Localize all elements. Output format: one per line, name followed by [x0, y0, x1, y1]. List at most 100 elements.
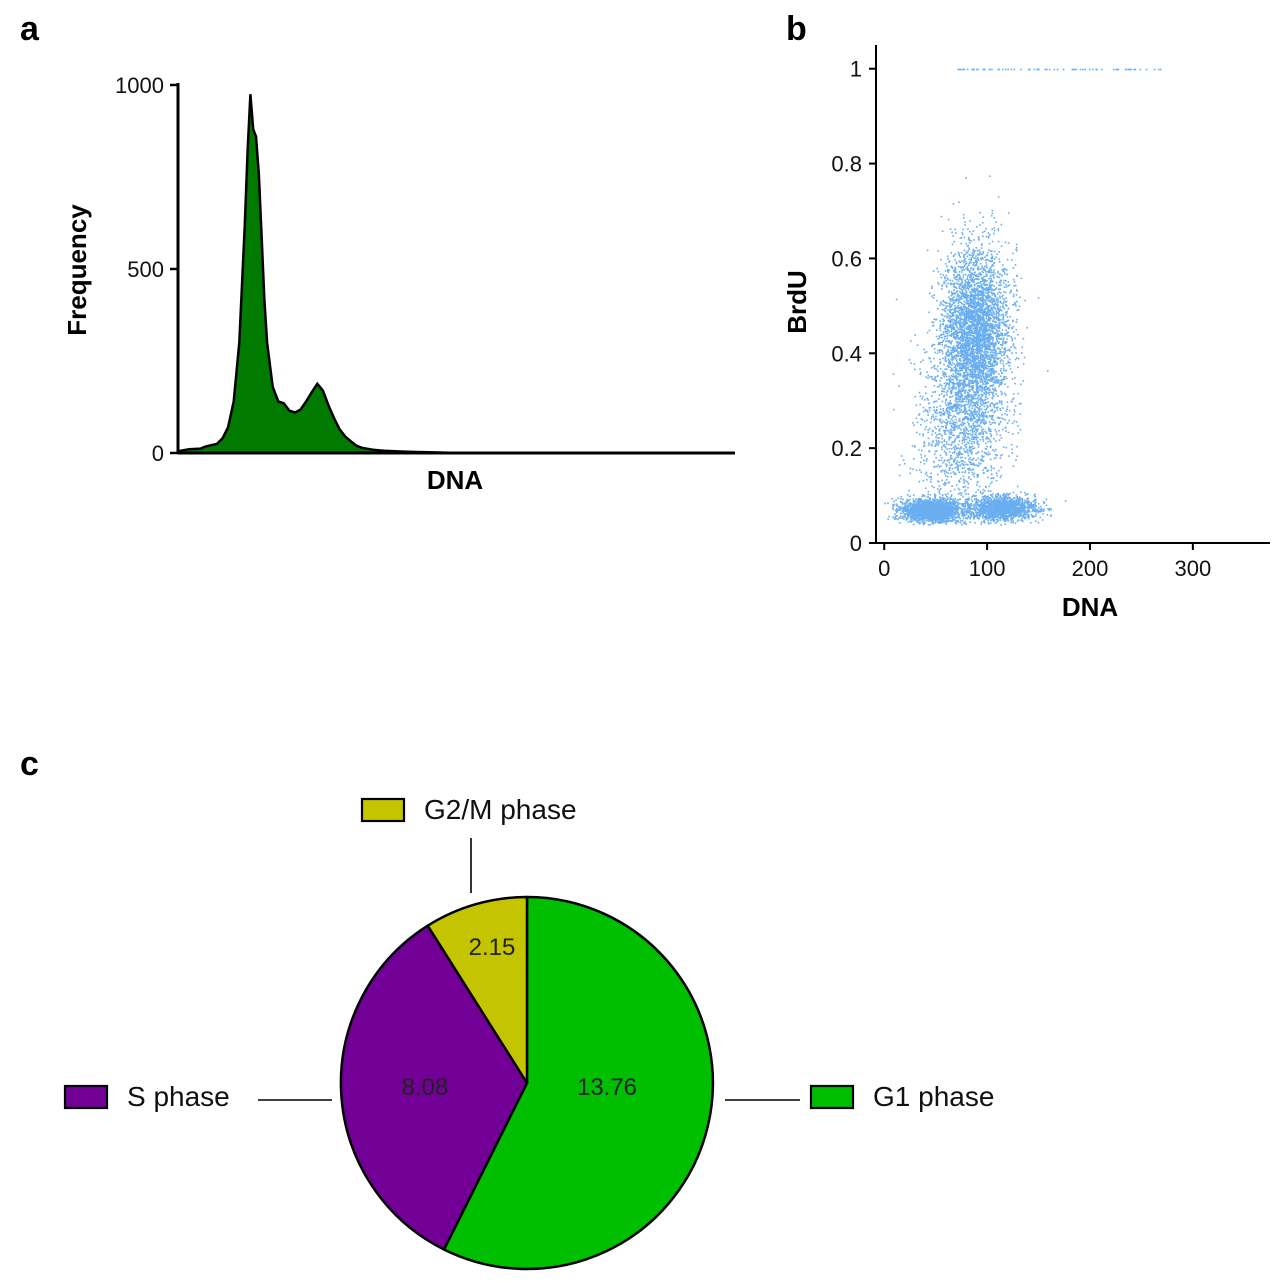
scatter-point [914, 512, 917, 515]
scatter-point [1034, 505, 1037, 507]
scatter-point [929, 516, 931, 518]
scatter-point [1009, 510, 1012, 512]
scatter-point [963, 260, 965, 262]
scatter-point [995, 311, 998, 313]
scatter-point [892, 508, 894, 511]
scatter-point [980, 513, 983, 515]
scatter-point [914, 503, 916, 506]
scatter-point [1018, 305, 1021, 308]
scatter-point [988, 514, 990, 516]
scatter-point [940, 498, 943, 500]
scatter-point [1030, 513, 1033, 516]
scatter-point [948, 388, 951, 390]
scatter-point [981, 498, 983, 501]
scatter-point [975, 247, 978, 249]
scatter-point [1035, 511, 1037, 513]
scatter-point [915, 504, 918, 507]
scatter-point [929, 513, 931, 516]
scatter-point [939, 503, 941, 505]
scatter-point [916, 501, 918, 503]
scatter-point [923, 522, 926, 525]
scatter-point [981, 343, 983, 345]
scatter-point [963, 296, 965, 298]
scatter-point [975, 502, 977, 504]
scatter-point [1040, 507, 1043, 510]
scatter-point [972, 387, 975, 389]
scatter-point [903, 512, 905, 515]
scatter-point [919, 512, 921, 515]
scatter-point [928, 512, 930, 515]
scatter-point [992, 503, 994, 505]
scatter-point [988, 505, 990, 508]
scatter-point [947, 517, 949, 519]
scatter-point [989, 353, 992, 356]
scatter-point [895, 499, 897, 501]
scatter-point [953, 509, 955, 512]
scatter-point [980, 510, 983, 513]
scatter-point [1027, 510, 1029, 513]
scatter-point [942, 521, 944, 523]
scatter-point [985, 328, 988, 331]
scatter-point [993, 313, 995, 316]
scatter-point [959, 520, 962, 522]
scatter-point [972, 289, 975, 291]
scatter-point [946, 335, 949, 337]
scatter-point [945, 315, 948, 318]
scatter-point [993, 519, 996, 521]
scatter-point [1017, 504, 1019, 506]
scatter-point [970, 514, 972, 516]
scatter-point [961, 297, 964, 300]
scatter-point [988, 328, 990, 330]
scatter-point [969, 510, 972, 513]
scatter-point [947, 501, 950, 504]
scatter-point [991, 250, 993, 252]
scatter-point [1034, 493, 1036, 496]
scatter-point [927, 496, 929, 498]
scatter-point [978, 268, 981, 271]
scatter-point [905, 509, 908, 511]
scatter-point [999, 513, 1001, 515]
scatter-point [1028, 507, 1030, 510]
scatter-point [1020, 497, 1023, 500]
scatter-point [980, 505, 983, 507]
scatter-point [967, 515, 970, 517]
scatter-point [906, 517, 909, 520]
scatter-point [1023, 356, 1026, 359]
scatter-point [922, 510, 925, 513]
scatter-point [993, 298, 996, 300]
scatter-point [914, 508, 916, 510]
scatter-point [1011, 502, 1013, 505]
scatter-point [928, 520, 931, 522]
scatter-point [977, 514, 979, 517]
scatter-point [1018, 511, 1020, 514]
scatter-point [892, 516, 894, 519]
scatter-point [908, 515, 911, 517]
scatter-point [941, 314, 944, 316]
scatter-point [982, 369, 985, 372]
scatter-point [1021, 500, 1023, 503]
scatter-point [1019, 505, 1022, 508]
scatter-point [987, 306, 990, 308]
scatter-point [975, 385, 978, 388]
scatter-point [1003, 503, 1006, 505]
scatter-point [1005, 291, 1007, 294]
scatter-point [894, 517, 897, 519]
scatter-point [1004, 507, 1007, 510]
scatter-point [914, 517, 917, 519]
scatter-point [983, 500, 986, 502]
scatter-point [1022, 337, 1025, 340]
scatter-point [930, 517, 933, 519]
scatter-point [920, 508, 923, 511]
scatter-point [928, 507, 930, 509]
scatter-point [968, 341, 971, 343]
scatter-point [958, 516, 960, 518]
scatter-point [919, 499, 921, 501]
scatter-point [952, 334, 955, 336]
scatter-point [966, 403, 968, 406]
scatter-point [1003, 500, 1005, 502]
scatter-point [931, 517, 934, 519]
scatter-point [912, 523, 915, 526]
scatter-point [991, 364, 994, 366]
scatter-point [932, 498, 934, 500]
scatter-point [985, 498, 987, 500]
